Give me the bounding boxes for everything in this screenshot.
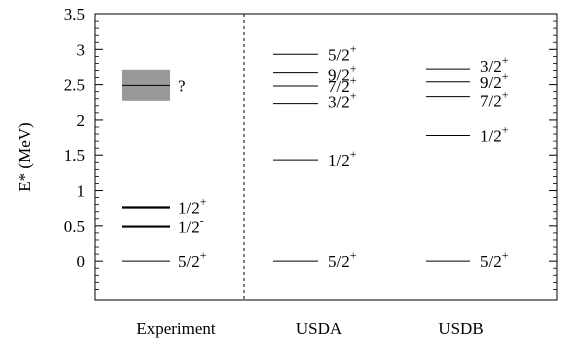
level-parity: + [350,248,357,262]
energy-level-label: 9/2+ [328,62,357,85]
energy-level-label: 1/2+ [480,122,509,145]
level-spin: 7/2 [328,77,350,96]
y-tick-label: 3 [77,40,86,59]
level-spin: 5/2 [178,252,200,271]
column-label-usda: USDA [296,319,343,338]
energy-level-label: 5/2+ [328,41,357,64]
energy-level-label: 3/2+ [480,53,509,76]
level-parity: + [502,53,509,67]
y-tick-label: 3.5 [64,5,85,24]
plot-frame [94,13,558,301]
level-parity: + [350,41,357,55]
column-label-usdb: USDB [438,319,483,338]
level-parity: + [350,147,357,161]
energy-level-label: 5/2+ [480,248,509,271]
level-spin: 9/2 [480,73,502,92]
energy-level-label: 7/2+ [328,73,357,96]
plot-area: 00.511.522.533.5E* (MeV)Experiment5/2+1/… [15,5,558,338]
level-spin: 3/2 [480,57,502,76]
level-spin: 1/2 [480,126,502,145]
energy-level-label: 1/2+ [328,147,357,170]
level-spin: 1/2 [328,151,350,170]
level-parity: + [502,248,509,262]
y-tick-label: 2 [77,111,86,130]
level-spin: 5/2 [328,252,350,271]
y-tick-label: 1.5 [64,146,85,165]
level-parity: + [350,62,357,76]
y-axis-title: E* (MeV) [15,122,34,191]
energy-level-label: 1/2+ [178,194,207,217]
energy-level-label: 9/2+ [480,69,509,92]
energy-level-label: 7/2+ [480,88,509,111]
level-parity: + [502,69,509,83]
y-tick-label: 0.5 [64,217,85,236]
y-tick-label: 0 [77,252,86,271]
level-parity: - [200,214,204,228]
level-parity: + [350,73,357,87]
level-parity: + [350,89,357,103]
energy-level-label: ? [178,76,186,95]
energy-level-label: 5/2+ [178,248,207,271]
level-spin: 5/2 [328,45,350,64]
level-parity: + [200,194,207,208]
y-tick-label: 2.5 [64,76,85,95]
level-spin: 1/2 [178,198,200,217]
level-spin: 3/2 [328,93,350,112]
level-spin: ? [178,76,186,95]
level-parity: + [502,122,509,136]
y-tick-label: 1 [77,182,86,201]
level-spin: 9/2 [328,66,350,85]
energy-level-label: 3/2+ [328,89,357,112]
level-parity: + [502,88,509,102]
level-parity: + [200,248,207,262]
level-spin: 1/2 [178,218,200,237]
energy-level-label: 5/2+ [328,248,357,271]
energy-level-label: 1/2- [178,214,204,237]
level-spin: 7/2 [480,92,502,111]
level-spin: 5/2 [480,252,502,271]
column-label-experiment: Experiment [136,319,216,338]
